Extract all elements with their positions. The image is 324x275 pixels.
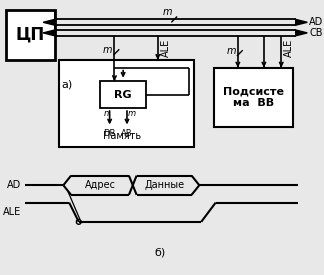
Text: ЦП: ЦП bbox=[16, 26, 45, 44]
Text: ALE: ALE bbox=[284, 39, 294, 57]
Text: ALE: ALE bbox=[3, 207, 21, 217]
Text: а): а) bbox=[62, 80, 73, 90]
Text: Данные: Данные bbox=[144, 180, 184, 190]
Polygon shape bbox=[296, 30, 307, 36]
Polygon shape bbox=[296, 20, 307, 25]
Polygon shape bbox=[43, 30, 55, 36]
Text: CB: CB bbox=[309, 28, 323, 38]
Text: n: n bbox=[103, 109, 109, 118]
Text: Подсисте
ма  ВВ: Подсисте ма ВВ bbox=[223, 87, 284, 108]
Text: m: m bbox=[226, 46, 236, 56]
Text: AD: AD bbox=[309, 17, 323, 27]
FancyBboxPatch shape bbox=[214, 68, 293, 127]
FancyBboxPatch shape bbox=[6, 10, 55, 60]
Text: AD: AD bbox=[7, 180, 21, 190]
Text: б): б) bbox=[154, 248, 165, 258]
Text: AB: AB bbox=[121, 129, 133, 138]
FancyBboxPatch shape bbox=[100, 81, 146, 108]
Text: RG: RG bbox=[114, 90, 132, 100]
Text: ALE: ALE bbox=[161, 39, 171, 57]
Polygon shape bbox=[43, 20, 55, 25]
Text: m: m bbox=[128, 109, 136, 118]
Text: m: m bbox=[103, 45, 112, 55]
Text: DB: DB bbox=[103, 129, 116, 138]
FancyBboxPatch shape bbox=[60, 60, 194, 147]
Text: Память: Память bbox=[103, 131, 141, 141]
Text: m: m bbox=[163, 7, 172, 18]
Text: Адрес: Адрес bbox=[85, 180, 115, 190]
